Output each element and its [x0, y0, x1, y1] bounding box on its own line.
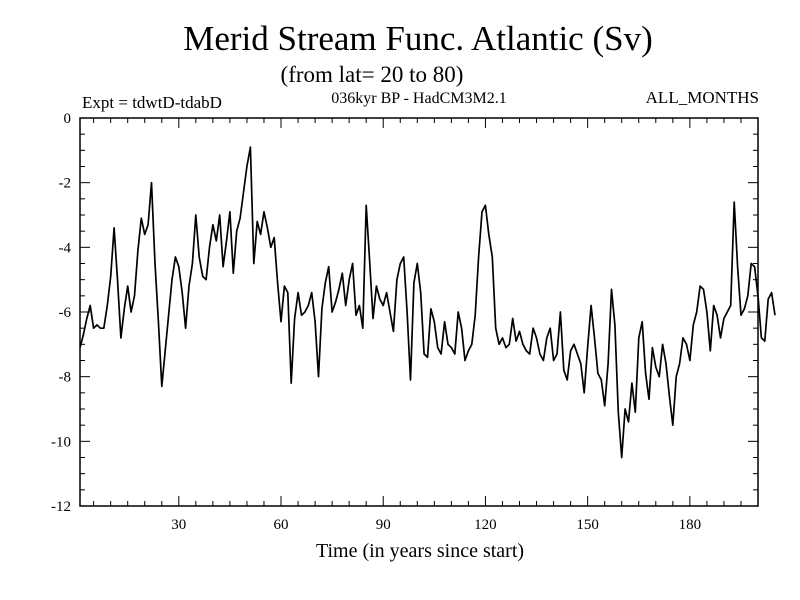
x-tick-label: 150 [576, 517, 599, 533]
y-tick-label: -6 [59, 305, 72, 321]
x-tick-label: 90 [376, 517, 391, 533]
y-tick-label: -4 [59, 240, 72, 256]
x-axis: 30 60 90 120 150 180 [93, 118, 759, 533]
run-label: 036kyr BP - HadCM3M2.1 [331, 90, 506, 107]
y-tick-label: -2 [59, 176, 72, 192]
x-tick-label: 180 [679, 517, 702, 533]
x-tick-label: 120 [474, 517, 497, 533]
x-axis-label: Time (in years since start) [316, 540, 524, 562]
y-tick-label: -12 [51, 499, 71, 515]
x-tick-label: 30 [171, 517, 186, 533]
experiment-label: Expt = tdwtD-tdabD [82, 93, 222, 112]
y-tick-label: -10 [51, 434, 71, 450]
y-tick-label: -8 [59, 370, 72, 386]
y-tick-label: 0 [64, 111, 72, 127]
series-line [79, 146, 776, 459]
plot-frame [79, 117, 759, 507]
chart-subtitle: (from lat= 20 to 80) [281, 62, 464, 87]
period-label: ALL_MONTHS [646, 88, 759, 107]
x-tick-label: 60 [274, 517, 289, 533]
chart-title: Merid Stream Func. Atlantic (Sv) [183, 19, 653, 58]
